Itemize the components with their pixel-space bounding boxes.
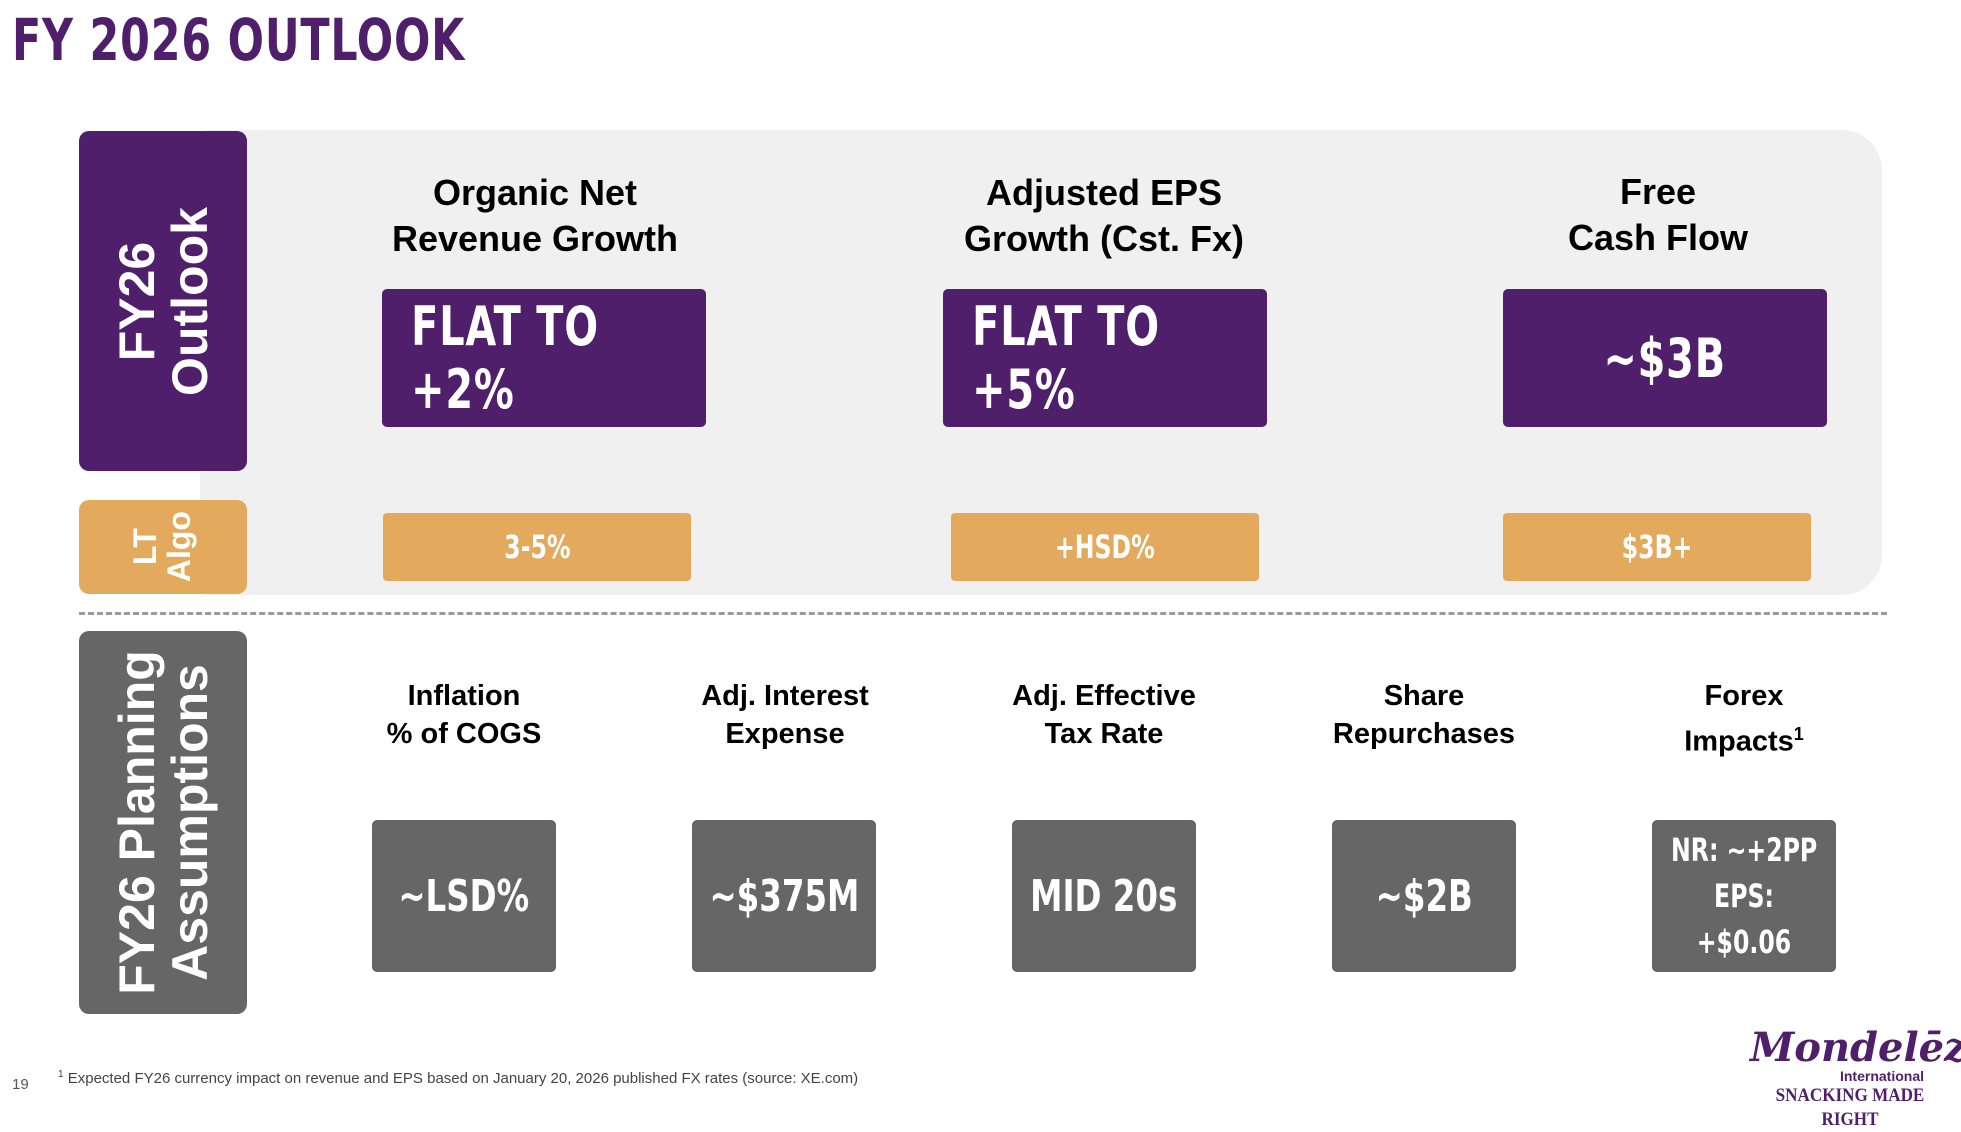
adjusted-eps-value: FLAT TO +5% [943,289,1267,427]
heading-line2: Tax Rate [1044,718,1164,750]
interest-expense-value: ~$375M [692,820,876,972]
heading-line1: Organic Net [432,172,638,213]
algo-text: $3B+ [1621,528,1693,566]
organic-revenue-algo: 3-5% [383,513,691,581]
lt-algo-label: LT Algo [79,500,247,594]
organic-revenue-value: FLAT TO +2% [382,289,706,427]
fy26-planning-label-line2: Assumptions [161,664,218,981]
inflation-value: ~LSD% [372,820,556,972]
heading-line1: Inflation [407,680,521,712]
forex-impacts-heading: Forex Impacts1 [1604,677,1884,761]
section-divider [79,612,1887,615]
page-number: 19 [12,1076,29,1093]
free-cash-flow-heading: Free Cash Flow [1458,169,1858,261]
fy26-outlook-label: FY26 Outlook [79,131,247,471]
heading-line2: Expense [725,718,845,750]
value-text: MID 20s [1030,870,1178,922]
share-repurchases-heading: Share Repurchases [1284,677,1564,753]
heading-line2: % of COGS [386,718,542,750]
value-text: ~$3B [1603,326,1727,390]
heading-line2: Revenue Growth [391,218,679,259]
logo-tagline: SNACKING MADE RIGHT [1775,1085,1925,1130]
fy26-outlook-label-line2: Outlook [161,206,217,396]
mondelez-logo: Mondelēz International SNACKING MADE RIG… [1750,1024,1961,1132]
forex-nr-value: NR: ~+2PP [1670,831,1818,869]
free-cash-flow-value: ~$3B [1503,289,1827,427]
value-text: FLAT TO +5% [972,295,1160,421]
heading-line1: Share [1383,680,1465,712]
interest-expense-heading: Adj. Interest Expense [645,677,925,753]
heading-line1: Forex [1704,680,1784,712]
effective-tax-value: MID 20s [1012,820,1196,972]
logo-brand: Mondelēz [1750,1024,1961,1071]
footnote: 1 Expected FY26 currency impact on reven… [58,1069,858,1087]
value-text: ~$2B [1375,870,1473,922]
heading-line2-text: Impacts [1684,725,1794,758]
heading-line2: Impacts1 [1604,715,1884,761]
heading-line1: Adjusted EPS [985,172,1223,213]
lt-algo-label-line1: LT [127,528,164,566]
heading-line2: Cash Flow [1567,217,1749,258]
organic-revenue-heading: Organic Net Revenue Growth [335,170,735,262]
share-repurchases-value: ~$2B [1332,820,1516,972]
forex-eps-value: EPS: +$0.06 [1696,877,1792,961]
algo-text: +HSD% [1055,528,1155,566]
inflation-heading: Inflation % of COGS [324,677,604,753]
heading-line2: Growth (Cst. Fx) [964,218,1244,259]
lt-algo-label-line2: Algo [161,511,197,583]
value-text: ~LSD% [398,870,530,922]
heading-line1: Adj. Interest [701,680,869,712]
fy26-planning-label: FY26 Planning Assumptions [79,631,247,1014]
heading-line1: Free [1619,171,1697,212]
footnote-marker: 1 [1793,724,1804,744]
effective-tax-heading: Adj. Effective Tax Rate [964,677,1244,753]
heading-line1: Adj. Effective [1012,680,1196,712]
fy26-outlook-label-line1: FY26 [108,241,165,361]
fy26-planning-label-line1: FY26 Planning [108,650,165,995]
footnote-text: Expected FY26 currency impact on revenue… [67,1070,859,1087]
heading-line2: Repurchases [1332,718,1516,750]
value-text: FLAT TO +2% [411,295,599,421]
free-cash-flow-algo: $3B+ [1503,513,1811,581]
forex-impacts-value: NR: ~+2PP EPS: +$0.06 [1652,820,1836,972]
footnote-marker: 1 [58,1069,64,1080]
value-text: ~$375M [709,870,859,922]
page-title: FY 2026 OUTLOOK [12,6,466,74]
algo-text: 3-5% [503,528,571,566]
logo-international: International [1839,1068,1924,1084]
adjusted-eps-heading: Adjusted EPS Growth (Cst. Fx) [904,170,1304,262]
adjusted-eps-algo: +HSD% [951,513,1259,581]
